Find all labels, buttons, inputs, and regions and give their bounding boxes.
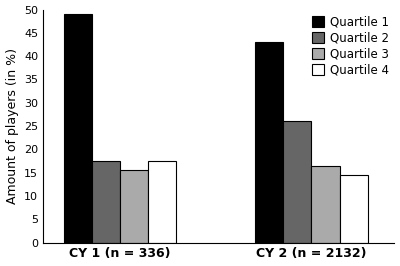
Bar xyxy=(120,170,148,243)
Bar xyxy=(64,14,92,243)
Bar xyxy=(92,161,120,243)
Bar xyxy=(148,161,176,243)
Bar xyxy=(283,121,311,243)
Legend: Quartile 1, Quartile 2, Quartile 3, Quartile 4: Quartile 1, Quartile 2, Quartile 3, Quar… xyxy=(310,13,391,79)
Bar xyxy=(255,42,283,243)
Y-axis label: Amount of players (in %): Amount of players (in %) xyxy=(6,48,18,204)
Bar xyxy=(311,166,340,243)
Bar xyxy=(340,175,368,243)
